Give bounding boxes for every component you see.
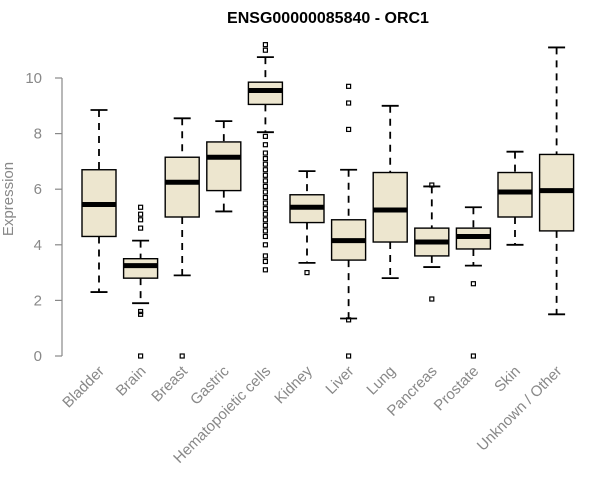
outlier-point: [346, 353, 352, 359]
outlier-point: [262, 217, 268, 223]
chart-title: ENSG00000085840 - ORC1: [227, 10, 429, 27]
box-group: [164, 117, 200, 359]
outlier-point: [262, 200, 268, 206]
outlier-point: [262, 161, 268, 167]
y-axis: 0 2 4 6 8 10: [25, 70, 63, 365]
y-tick-label: 4: [34, 237, 42, 254]
outlier-point: [262, 211, 268, 217]
box-group: [122, 204, 159, 359]
box-iqr: [206, 141, 242, 192]
outlier-point: [138, 311, 144, 317]
x-tick-label: Kidney: [271, 362, 316, 407]
y-tick-label: 10: [25, 70, 42, 87]
box-group: [372, 104, 408, 280]
x-tick-label: Brain: [113, 363, 150, 400]
x-tick-label: Lung: [363, 363, 399, 399]
box-group: [455, 206, 492, 359]
outlier-point: [262, 233, 268, 240]
outlier-point: [262, 167, 268, 173]
box-group: [289, 170, 325, 276]
outlier-point: [470, 281, 476, 287]
outlier-point: [262, 206, 268, 212]
box-group: [497, 150, 533, 246]
outlier-point: [346, 100, 352, 106]
outlier-point: [262, 178, 268, 184]
y-axis-label: Expression: [0, 162, 17, 236]
x-tick-label: Liver: [322, 363, 357, 398]
x-tick-label: Skin: [491, 363, 524, 396]
box-group: [206, 120, 242, 213]
outlier-point: [262, 194, 268, 201]
box-group: [330, 83, 367, 359]
outlier-point: [262, 222, 268, 228]
y-tick-label: 8: [34, 126, 42, 143]
box-iqr: [497, 171, 533, 218]
outlier-point: [262, 42, 268, 48]
outlier-point: [138, 211, 144, 217]
outlier-point: [262, 242, 268, 248]
outlier-point: [262, 183, 268, 190]
outlier-point: [429, 296, 435, 302]
outlier-point: [429, 182, 435, 188]
outlier-point: [470, 353, 476, 359]
outlier-point: [262, 258, 268, 265]
outlier-point: [138, 308, 144, 315]
outlier-point: [262, 253, 268, 259]
outlier-point: [346, 317, 352, 323]
box-group: [247, 42, 284, 273]
box-group: [81, 109, 117, 293]
outlier-point: [138, 353, 144, 359]
outlier-point: [138, 225, 144, 231]
box-group: [538, 46, 575, 316]
outlier-point: [262, 228, 268, 234]
box-group: [414, 182, 450, 302]
outlier-point: [262, 142, 268, 148]
x-tick-label: Breast: [148, 362, 191, 405]
outlier-point: [262, 47, 268, 53]
y-tick-label: 6: [34, 181, 42, 198]
box-iqr: [247, 81, 284, 106]
outlier-point: [179, 353, 185, 359]
outlier-point: [346, 83, 352, 89]
x-tick-label: Prostate: [431, 363, 483, 415]
outlier-point: [262, 133, 268, 139]
outlier-point: [262, 267, 268, 273]
outlier-point: [138, 204, 144, 210]
outlier-point: [138, 217, 144, 223]
outlier-point: [262, 150, 268, 156]
y-tick-label: 2: [34, 292, 42, 309]
outlier-point: [304, 270, 310, 276]
x-tick-label: Bladder: [59, 363, 108, 412]
outlier-point: [262, 172, 268, 178]
outlier-point: [262, 189, 268, 195]
y-tick-label: 0: [34, 348, 42, 365]
box-iqr: [122, 258, 159, 279]
plot-area: [81, 42, 575, 359]
box-iqr: [164, 156, 200, 218]
outlier-point: [346, 126, 352, 133]
box-iqr: [372, 171, 408, 243]
outlier-point: [262, 156, 268, 162]
